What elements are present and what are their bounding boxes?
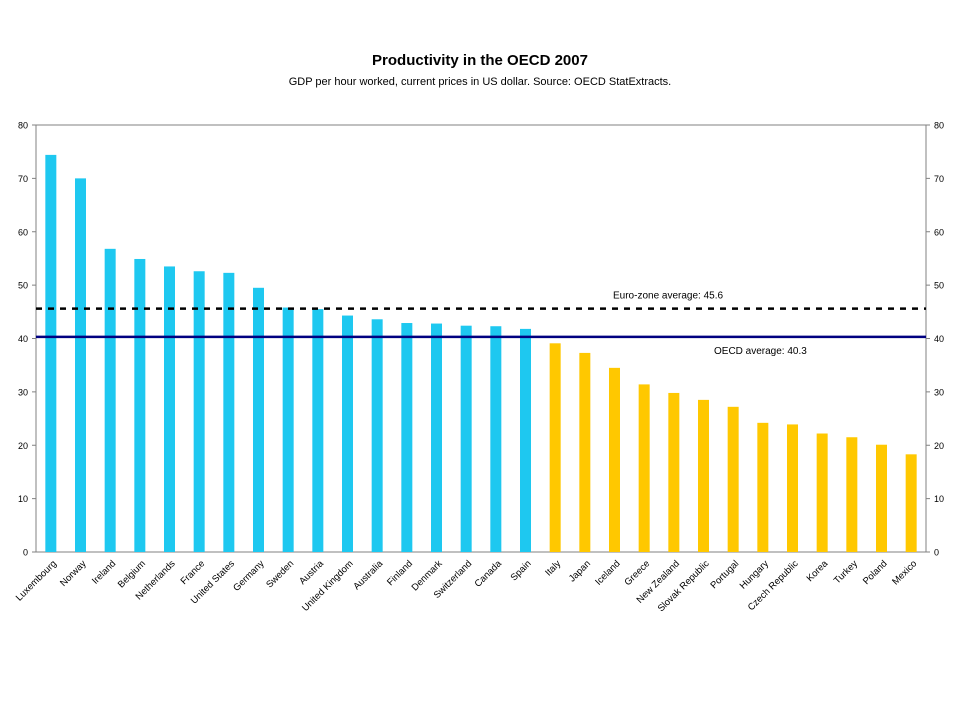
bar-mexico	[905, 454, 917, 552]
y-tick-label-right: 50	[934, 281, 944, 291]
bar-switzerland	[460, 325, 472, 552]
bar-sweden	[282, 307, 294, 552]
x-tick-label: Sweden	[264, 558, 296, 590]
y-tick-label-left: 80	[18, 121, 28, 131]
bar-denmark	[431, 323, 442, 552]
chart-subtitle: GDP per hour worked, current prices in U…	[288, 76, 672, 88]
x-tick-label: Luxembourg	[14, 558, 59, 603]
y-tick-label-left: 10	[18, 494, 28, 504]
y-tick-label-right: 80	[934, 121, 944, 131]
x-tick-label: Norway	[58, 558, 89, 589]
y-tick-label-right: 20	[934, 441, 944, 451]
y-tick-label-right: 30	[934, 387, 944, 397]
x-tick-label: United Kingdom	[300, 558, 356, 614]
bar-belgium	[134, 258, 146, 552]
bar-turkey	[846, 437, 858, 552]
bar-norway	[75, 178, 86, 552]
y-tick-label-left: 20	[18, 441, 28, 451]
bar-netherlands	[164, 266, 175, 552]
x-tick-label: Iceland	[593, 558, 622, 587]
x-tick-label: Spain	[509, 558, 534, 583]
x-tick-label: Japan	[567, 558, 593, 584]
bar-spain	[520, 328, 531, 552]
euro-zone-average-label: Euro-zone average: 45.6	[613, 291, 724, 302]
y-tick-label-left: 70	[18, 174, 28, 184]
y-tick-label-right: 10	[934, 494, 944, 504]
y-tick-label-right: 0	[934, 548, 939, 558]
x-tick-label: Australia	[351, 558, 385, 592]
x-tick-label: Austria	[297, 558, 326, 587]
bar-canada	[490, 326, 502, 552]
bar-austria	[312, 309, 324, 552]
y-tick-label-left: 40	[18, 334, 28, 344]
y-tick-label-right: 60	[934, 227, 944, 237]
bar-finland	[401, 323, 413, 552]
y-tick-label-left: 50	[18, 281, 28, 291]
bar-united-states	[223, 272, 235, 552]
y-tick-label-left: 60	[18, 227, 28, 237]
bar-united-kingdom	[342, 315, 353, 552]
bar-new-zealand	[668, 392, 680, 552]
bar-germany	[253, 287, 264, 552]
x-tick-label: Poland	[861, 558, 890, 587]
bar-slovak-republic	[698, 399, 709, 552]
x-tick-label: France	[179, 558, 208, 587]
y-tick-label-right: 40	[934, 334, 944, 344]
bar-korea	[816, 433, 828, 552]
y-tick-label-left: 0	[23, 548, 28, 558]
x-tick-label: Korea	[805, 558, 831, 584]
y-tick-label-left: 30	[18, 387, 28, 397]
bar-australia	[371, 319, 383, 552]
x-tick-label: Mexico	[890, 558, 919, 587]
chart-title: Productivity in the OECD 2007	[372, 52, 588, 69]
bar-hungary	[757, 422, 769, 552]
x-tick-label: Ireland	[90, 558, 118, 586]
x-tick-label: Slovak Republic	[656, 558, 712, 614]
bar-iceland	[609, 367, 620, 552]
bar-czech-republic	[787, 424, 798, 552]
bar-france	[193, 271, 205, 552]
x-tick-label: Canada	[473, 558, 505, 590]
bar-poland	[876, 444, 887, 552]
bar-japan	[579, 352, 591, 552]
x-tick-label: Italy	[543, 558, 563, 578]
bar-ireland	[104, 248, 116, 552]
y-tick-label-right: 70	[934, 174, 944, 184]
bar-luxembourg	[45, 154, 57, 552]
bar-italy	[549, 343, 561, 552]
x-tick-label: Germany	[231, 558, 267, 594]
bar-greece	[638, 384, 650, 552]
oecd-average-label: OECD average: 40.3	[714, 346, 807, 357]
x-tick-label: Turkey	[832, 558, 860, 586]
bar-portugal	[727, 406, 739, 552]
x-tick-label: Portugal	[708, 558, 741, 591]
